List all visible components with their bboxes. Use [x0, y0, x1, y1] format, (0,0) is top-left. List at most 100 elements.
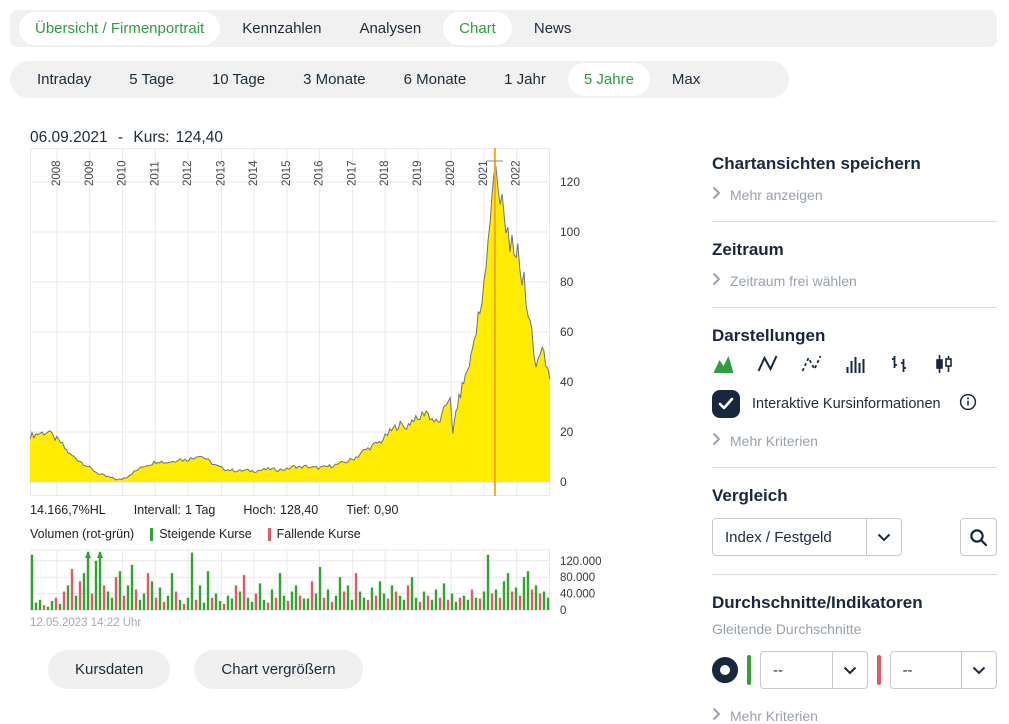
hl-percent: 14.166,7%HL	[30, 503, 106, 517]
svg-text:2018: 2018	[379, 160, 391, 186]
svg-text:120: 120	[560, 175, 580, 189]
tab-6-monate[interactable]: 6 Monate	[403, 71, 467, 88]
moving-average-controls: -- --	[712, 651, 997, 689]
chart-cursor-readout: 06.09.2021 - Kurs: 124,40	[30, 129, 229, 147]
divider	[712, 221, 997, 222]
cursor-date: 06.09.2021	[30, 129, 108, 146]
cursor-dash: -	[117, 129, 124, 146]
quote-timestamp: 12.05.2023 14:22 Uhr	[30, 617, 142, 629]
show-more-link[interactable]: Mehr anzeigen	[712, 186, 997, 203]
svg-text:20: 20	[560, 425, 574, 439]
vergleich-select[interactable]: Index / Festgeld	[712, 518, 902, 556]
red-indicator-bar	[876, 655, 881, 685]
line-chart-icon[interactable]	[756, 354, 779, 374]
tab-chart[interactable]: Chart	[443, 12, 512, 45]
price-chart-svg[interactable]: 0 20 40 60 80 100 120 2008 2009 2010 2011 2012 2013 2…	[30, 148, 630, 500]
interactive-info-checkbox[interactable]	[712, 390, 740, 418]
chevron-down-icon	[833, 666, 867, 675]
darstellungen-heading: Darstellungen	[712, 326, 826, 345]
info-icon[interactable]	[959, 393, 977, 416]
bar-chart-icon[interactable]	[844, 354, 867, 374]
tab-1-jahr[interactable]: 1 Jahr	[504, 71, 546, 88]
svg-text:2020: 2020	[445, 160, 457, 186]
volume-legend-title: Volumen (rot-grün)	[30, 527, 135, 541]
green-indicator-bar	[747, 655, 751, 685]
legend-down: Fallende Kurse	[267, 527, 361, 541]
range-tab-bar: Intraday 5 Tage 10 Tage 3 Monate 6 Monate 1 J…	[10, 61, 789, 98]
volume-chart-svg[interactable]: 0 40.000 80.000 120.000	[30, 548, 630, 618]
vergleich-row: Index / Festgeld	[712, 518, 997, 556]
darstellungen-more-link[interactable]: Mehr Kriterien	[712, 432, 997, 449]
chart-button-row: Kursdaten Chart vergrößern	[48, 650, 363, 689]
select-separator	[866, 519, 867, 555]
save-views-heading: Chartansichten speichern	[712, 154, 921, 173]
svg-text:2011: 2011	[149, 161, 161, 186]
chart-settings-sidebar: Chartansichten speichern Mehr anzeigen Z…	[712, 154, 997, 724]
svg-text:80.000: 80.000	[560, 572, 595, 584]
chevron-right-icon	[712, 707, 721, 724]
show-more-label: Mehr anzeigen	[730, 186, 823, 203]
ohlc-chart-icon[interactable]	[888, 354, 911, 374]
interactive-info-label: Interaktive Kursinformationen	[752, 396, 941, 412]
tab-max[interactable]: Max	[671, 71, 701, 88]
select-separator	[961, 652, 962, 688]
svg-text:2012: 2012	[182, 160, 194, 186]
chart-enlarge-button[interactable]: Chart vergrößern	[194, 650, 363, 689]
green-bar-icon	[150, 527, 154, 541]
svg-text:2019: 2019	[412, 160, 424, 186]
tab-5-jahre[interactable]: 5 Jahre	[567, 63, 650, 96]
indikatoren-more-link[interactable]: Mehr Kriterien	[712, 707, 997, 724]
tab-10-tage[interactable]: 10 Tage	[211, 71, 266, 88]
moving-average-radio[interactable]	[712, 657, 738, 683]
chart-type-icon-row	[712, 354, 997, 374]
svg-text:2014: 2014	[248, 160, 260, 186]
indikatoren-heading: Durchschnitte/Indikatoren	[712, 593, 923, 612]
hoch-stat: Hoch: 128,40	[243, 503, 318, 517]
intervall-value: 1 Tag	[185, 503, 216, 517]
svg-text:60: 60	[560, 325, 574, 339]
chevron-down-icon	[867, 533, 901, 542]
chart-stats-row: 14.166,7%HL Intervall: 1 Tag Hoch: 128,40 …	[30, 503, 398, 517]
candlestick-chart-icon[interactable]	[932, 354, 955, 374]
tief-value: 0,90	[374, 503, 399, 517]
chevron-right-icon	[712, 186, 721, 203]
divider	[712, 574, 997, 575]
svg-text:120.000: 120.000	[560, 556, 602, 568]
chevron-right-icon	[712, 432, 721, 449]
indikatoren-more-label: Mehr Kriterien	[730, 707, 818, 724]
vergleich-select-value: Index / Festgeld	[725, 528, 832, 546]
tab-news[interactable]: News	[533, 20, 572, 37]
select-separator	[831, 652, 833, 688]
ma2-select[interactable]: --	[889, 651, 997, 689]
tab-übersicht-firmenportrait[interactable]: Übersicht / Firmenportrait	[19, 12, 221, 45]
svg-text:2015: 2015	[281, 160, 293, 186]
ma1-select-value: --	[773, 661, 783, 679]
area-chart-icon[interactable]	[712, 354, 735, 374]
svg-text:0: 0	[560, 475, 567, 489]
tab-5-tage[interactable]: 5 Tage	[129, 71, 174, 88]
interactive-info-row: Interaktive Kursinformationen	[712, 390, 997, 418]
free-range-link[interactable]: Zeitraum frei wählen	[712, 272, 997, 289]
svg-text:2016: 2016	[314, 160, 326, 186]
tief-label: Tief:	[346, 503, 371, 517]
dashed-line-chart-icon[interactable]	[800, 354, 823, 374]
vergleich-search-button[interactable]	[960, 518, 997, 556]
zeitraum-heading: Zeitraum	[712, 240, 784, 259]
tab-intraday[interactable]: Intraday	[37, 71, 92, 88]
tab-analysen[interactable]: Analysen	[359, 20, 422, 37]
ma2-select-value: --	[902, 661, 913, 679]
ma1-select[interactable]: --	[760, 651, 868, 689]
kurs-value: 124,40	[175, 129, 223, 146]
kursdaten-button[interactable]: Kursdaten	[48, 650, 171, 689]
svg-text:2009: 2009	[84, 160, 96, 186]
tab-3-monate[interactable]: 3 Monate	[303, 71, 366, 88]
svg-text:100: 100	[560, 225, 580, 239]
svg-text:0: 0	[560, 605, 566, 617]
svg-text:2010: 2010	[117, 160, 129, 186]
divider	[712, 307, 997, 308]
free-range-label: Zeitraum frei wählen	[730, 272, 857, 289]
tab-kennzahlen[interactable]: Kennzahlen	[242, 20, 322, 37]
hoch-value: 128,40	[280, 503, 319, 517]
darstellungen-more-label: Mehr Kriterien	[730, 432, 818, 449]
main-tab-bar: Übersicht / Firmenportrait Kennzahlen Anal…	[10, 10, 997, 47]
